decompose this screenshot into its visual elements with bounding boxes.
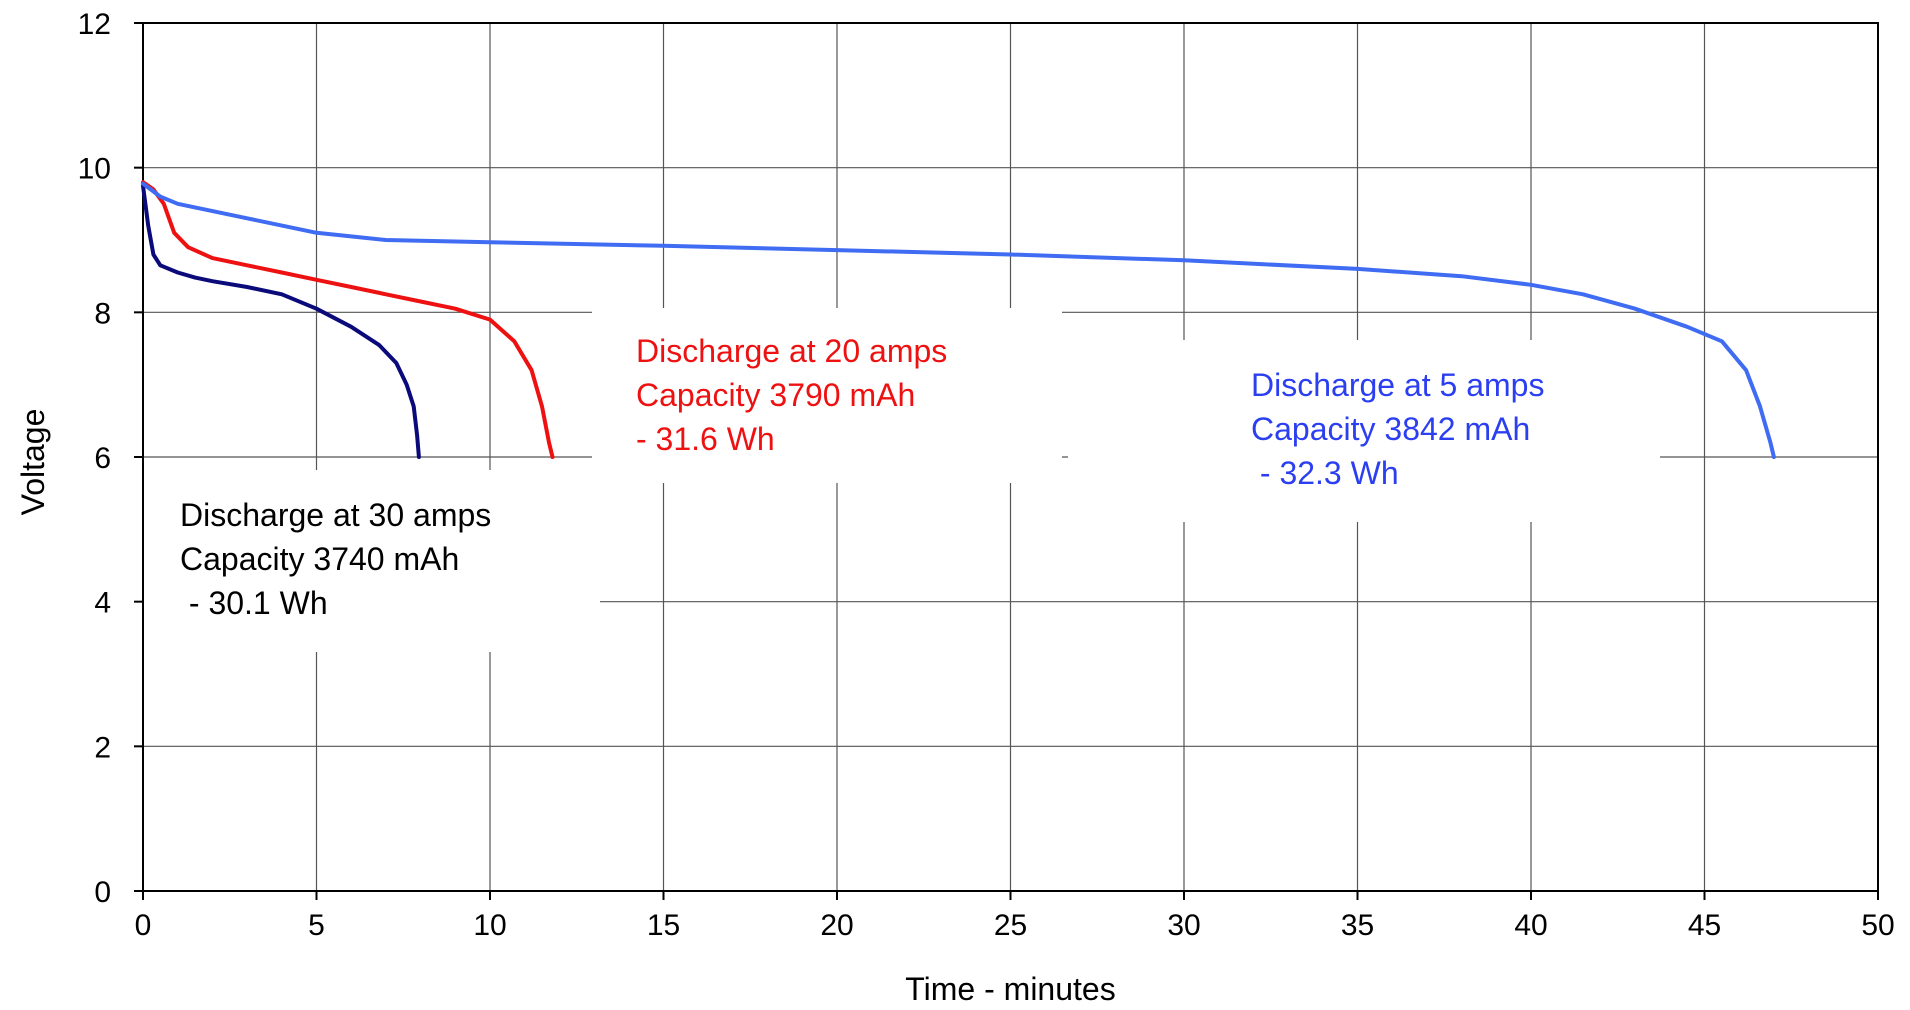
x-tick-label: 25	[994, 909, 1027, 942]
y-axis-title: Voltage	[15, 409, 51, 516]
y-tick-label: 2	[94, 731, 111, 764]
annotation-line: Discharge at 30 amps	[180, 497, 491, 533]
annotation-line: Capacity 3740 mAh	[180, 541, 459, 577]
annotation-line: Capacity 3842 mAh	[1251, 411, 1530, 447]
x-tick-label: 15	[647, 909, 680, 942]
annotation-background	[592, 308, 1062, 483]
series-line-30a	[141, 183, 421, 459]
annotation-20a: Discharge at 20 amps Capacity 3790 mAh - 3…	[636, 333, 947, 457]
y-axis-ticks: 0 2 4 6 8 10 12	[78, 8, 143, 909]
annotation-line: Discharge at 20 amps	[636, 333, 947, 369]
annotation-line: - 32.3 Wh	[1251, 455, 1399, 491]
x-axis-title: Time - minutes	[905, 971, 1115, 1007]
x-tick-label: 0	[135, 909, 152, 942]
x-tick-label: 45	[1688, 909, 1721, 942]
annotation-backgrounds	[140, 308, 1660, 652]
x-tick-label: 30	[1167, 909, 1200, 942]
x-tick-label: 35	[1341, 909, 1374, 942]
annotation-line: - 31.6 Wh	[636, 421, 775, 457]
x-tick-label: 10	[473, 909, 506, 942]
annotation-background	[1068, 340, 1660, 522]
x-tick-label: 40	[1514, 909, 1547, 942]
annotation-line: Capacity 3790 mAh	[636, 377, 915, 413]
y-tick-label: 6	[94, 442, 111, 475]
annotations: Discharge at 30 amps Capacity 3740 mAh - …	[180, 333, 1544, 621]
x-tick-label: 50	[1861, 909, 1894, 942]
x-tick-label: 20	[820, 909, 853, 942]
series-lines	[141, 180, 1776, 459]
y-tick-label: 12	[78, 8, 111, 41]
y-tick-label: 4	[94, 587, 111, 620]
y-tick-label: 10	[78, 153, 111, 186]
x-axis-ticks: 0 5 10 15 20 25 30 35 40 45 50	[135, 891, 1895, 942]
annotation-background	[140, 470, 600, 652]
x-tick-label: 5	[308, 909, 325, 942]
annotation-5a: Discharge at 5 amps Capacity 3842 mAh - 3…	[1251, 367, 1544, 491]
annotation-line: - 30.1 Wh	[180, 585, 328, 621]
annotation-line: Discharge at 5 amps	[1251, 367, 1544, 403]
y-tick-label: 8	[94, 297, 111, 330]
annotation-30a: Discharge at 30 amps Capacity 3740 mAh - …	[180, 497, 491, 621]
series-line-5a	[141, 181, 1776, 459]
y-tick-label: 0	[94, 876, 111, 909]
series-line-20a	[141, 180, 555, 459]
